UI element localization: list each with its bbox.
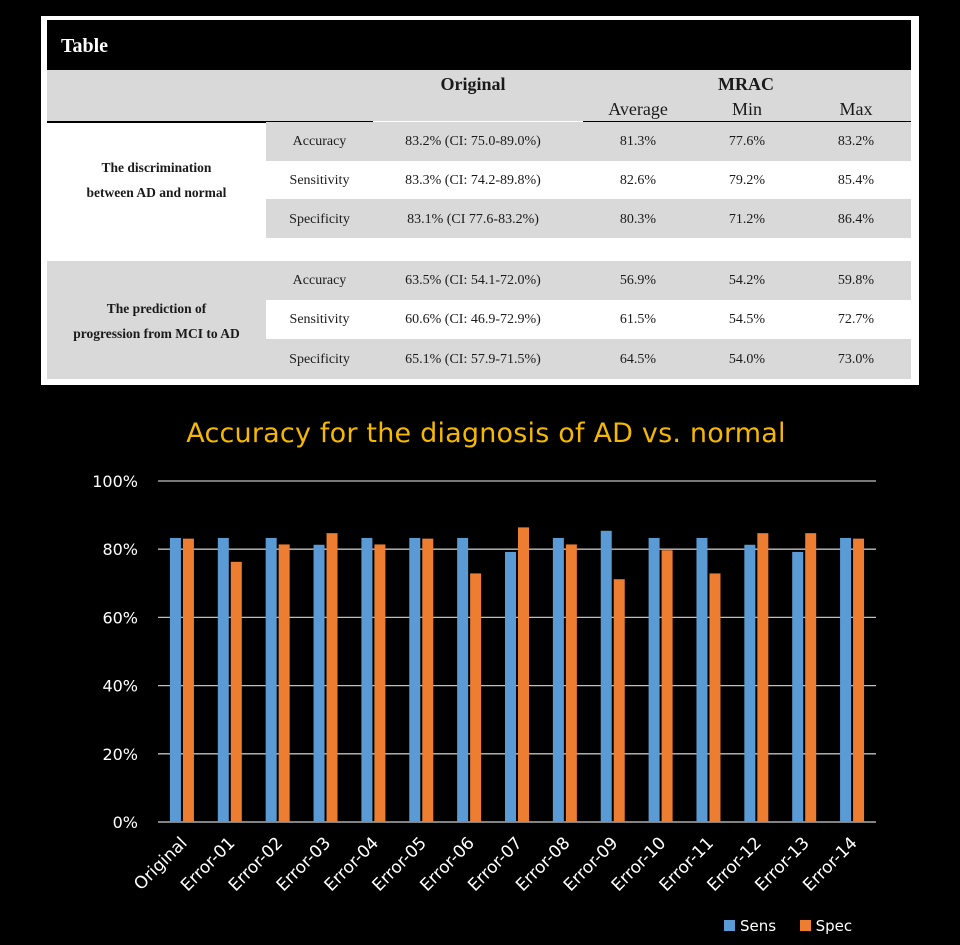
bar-sens-original [169, 537, 181, 822]
average-value: 82.6% [619, 173, 657, 188]
average-value: 80.3% [619, 212, 657, 227]
bar-spec-error-08 [565, 544, 577, 822]
header-rule [47, 121, 373, 123]
original-value: 83.2% (CI: 75.0-89.0%) [405, 134, 541, 149]
min-value: 54.0% [728, 352, 766, 367]
bar-spec-error-14 [853, 538, 865, 822]
average-value: 64.5% [619, 352, 657, 367]
bar-spec-error-04 [374, 544, 386, 822]
y-tick-label: 100% [92, 472, 138, 491]
header-original: Original [440, 74, 506, 94]
max-value: 73.0% [837, 352, 875, 367]
bar-sens-error-13 [792, 551, 804, 822]
bar-spec-error-13 [805, 533, 817, 822]
header-rule [583, 121, 911, 123]
row-band [266, 339, 911, 379]
bar-spec-error-12 [757, 533, 769, 822]
max-value: 85.4% [837, 173, 875, 188]
metric-label: Sensitivity [289, 312, 350, 327]
original-value: 83.3% (CI: 74.2-89.8%) [405, 173, 541, 188]
bar-sens-error-01 [217, 537, 229, 822]
bar-spec-error-06 [470, 573, 482, 822]
bar-sens-error-10 [648, 537, 660, 822]
min-value: 79.2% [728, 173, 766, 188]
metric-label: Specificity [289, 212, 350, 227]
row-band [47, 261, 911, 300]
y-tick-label: 40% [102, 677, 138, 696]
bar-spec-error-01 [230, 561, 242, 822]
chart-legend: Sens Spec [724, 916, 852, 935]
bar-spec-original [182, 538, 194, 822]
min-value: 54.5% [728, 312, 766, 327]
bar-spec-error-07 [518, 527, 529, 822]
bar-sens-error-03 [313, 544, 325, 822]
legend-label-sens: Sens [740, 916, 777, 935]
min-value: 71.2% [728, 212, 766, 227]
row-band [47, 300, 266, 379]
legend-swatch-spec [799, 920, 811, 931]
bar-sens-error-08 [552, 537, 564, 822]
bar-chart: 0%20%40%60%80%100%OriginalError-01Error-… [92, 472, 876, 896]
header-average: Average [608, 99, 668, 119]
header-mrac: MRAC [718, 74, 774, 94]
y-tick-label: 80% [102, 540, 138, 559]
legend-label-spec: Spec [815, 916, 853, 935]
max-value: 72.7% [837, 312, 875, 327]
bar-sens-error-04 [361, 537, 373, 822]
original-value: 63.5% (CI: 54.1-72.0%) [405, 273, 541, 288]
bar-spec-error-10 [661, 550, 673, 822]
metric-label: Sensitivity [289, 173, 350, 188]
bar-spec-error-11 [709, 573, 721, 822]
original-value: 60.6% (CI: 46.9-72.9%) [405, 312, 541, 327]
group-label-ad-normal: The discrimination between AD and normal [86, 160, 227, 200]
max-value: 59.8% [837, 273, 875, 288]
original-value: 65.1% (CI: 57.9-71.5%) [405, 352, 541, 367]
y-tick-label: 60% [102, 608, 138, 627]
bar-sens-error-05 [409, 537, 421, 822]
results-table: Table Original MRAC Average Min Max The … [41, 16, 919, 385]
y-tick-label: 0% [113, 813, 138, 832]
bar-sens-error-06 [457, 537, 469, 822]
header-max: Max [839, 99, 873, 119]
average-value: 56.9% [619, 273, 657, 288]
bar-sens-error-02 [265, 537, 277, 822]
bar-sens-error-11 [696, 537, 708, 822]
table-title: Table [61, 35, 109, 57]
bar-spec-error-05 [422, 538, 434, 822]
header-rule [583, 98, 911, 99]
min-value: 54.2% [728, 273, 766, 288]
row-band [266, 199, 911, 238]
average-value: 81.3% [619, 134, 657, 149]
row-band [266, 122, 911, 161]
bar-sens-error-14 [840, 537, 852, 822]
bar-sens-error-09 [600, 530, 612, 822]
y-tick-label: 20% [102, 745, 138, 764]
legend-swatch-sens [724, 920, 735, 931]
bar-spec-error-09 [613, 579, 625, 822]
bar-spec-error-03 [326, 533, 338, 822]
table-header-band [47, 70, 911, 121]
max-value: 86.4% [837, 212, 875, 227]
max-value: 83.2% [837, 134, 875, 149]
metric-label: Accuracy [292, 273, 347, 288]
group-label-mci-ad: The prediction of progression from MCI t… [73, 301, 240, 341]
metric-label: Accuracy [292, 134, 347, 149]
bar-sens-error-07 [505, 551, 516, 822]
average-value: 61.5% [619, 312, 657, 327]
bar-spec-error-02 [278, 544, 290, 822]
min-value: 77.6% [728, 134, 766, 149]
header-min: Min [731, 99, 762, 119]
chart-title: Accuracy for the diagnosis of AD vs. nor… [186, 418, 786, 449]
metric-label: Specificity [289, 352, 350, 367]
table-title-bar: Table [47, 20, 911, 70]
bar-sens-error-12 [744, 544, 756, 822]
original-value: 83.1% (CI 77.6-83.2%) [407, 212, 539, 227]
